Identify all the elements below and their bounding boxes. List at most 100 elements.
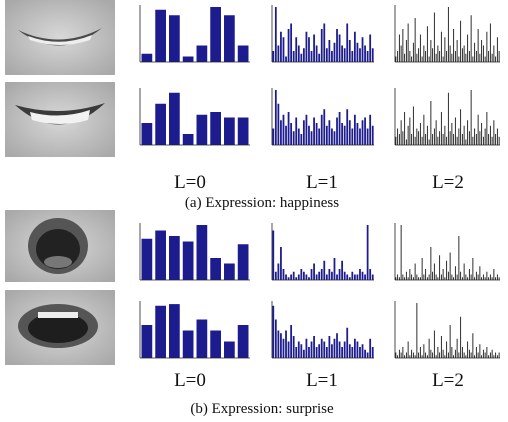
bar bbox=[413, 353, 414, 359]
bar bbox=[420, 35, 421, 63]
bar bbox=[316, 347, 318, 358]
bar bbox=[486, 272, 487, 280]
bar bbox=[224, 342, 235, 359]
bar bbox=[490, 275, 491, 281]
bar bbox=[339, 112, 341, 145]
bar bbox=[306, 32, 308, 62]
bar bbox=[331, 129, 333, 146]
bar bbox=[472, 258, 473, 280]
bar bbox=[308, 126, 310, 145]
bar bbox=[490, 24, 491, 63]
bar bbox=[341, 261, 343, 280]
bar bbox=[499, 277, 500, 280]
bar bbox=[316, 275, 318, 281]
bar bbox=[479, 131, 480, 145]
bar bbox=[321, 29, 323, 62]
bar bbox=[413, 277, 414, 280]
bar bbox=[427, 26, 428, 62]
bar bbox=[455, 118, 456, 146]
bar bbox=[434, 13, 435, 63]
bar bbox=[344, 126, 346, 145]
bar bbox=[493, 355, 494, 358]
bar bbox=[362, 272, 364, 280]
bar bbox=[437, 347, 438, 358]
bar bbox=[469, 51, 470, 62]
bar bbox=[399, 350, 400, 358]
bar bbox=[408, 277, 409, 280]
bar bbox=[300, 269, 302, 280]
bar bbox=[275, 7, 277, 62]
bar bbox=[369, 35, 371, 63]
bar bbox=[425, 134, 426, 145]
bar bbox=[483, 275, 484, 281]
level-label: L=0 bbox=[174, 172, 206, 193]
bar bbox=[169, 304, 180, 358]
bar bbox=[474, 277, 475, 280]
bar bbox=[458, 129, 459, 146]
bar bbox=[293, 51, 295, 62]
bar bbox=[483, 350, 484, 358]
bar bbox=[425, 51, 426, 62]
bar bbox=[495, 277, 496, 280]
bar bbox=[339, 35, 341, 63]
bar bbox=[457, 339, 458, 358]
bar bbox=[458, 236, 459, 280]
bar bbox=[457, 275, 458, 281]
bar bbox=[464, 46, 465, 63]
bar bbox=[476, 272, 477, 280]
bar bbox=[425, 269, 426, 280]
bar bbox=[408, 342, 409, 359]
bar bbox=[409, 269, 410, 280]
bar bbox=[293, 131, 295, 145]
bar bbox=[495, 57, 496, 63]
bar bbox=[483, 137, 484, 145]
bar bbox=[402, 29, 403, 62]
bar bbox=[369, 339, 371, 358]
bar bbox=[478, 275, 479, 281]
bar bbox=[450, 131, 451, 145]
bar bbox=[334, 339, 336, 358]
bar bbox=[448, 93, 449, 145]
bar bbox=[439, 51, 440, 62]
bar bbox=[323, 261, 325, 280]
bar bbox=[488, 134, 489, 145]
bar bbox=[367, 51, 369, 62]
bar bbox=[485, 57, 486, 63]
bar bbox=[437, 277, 438, 280]
bar bbox=[288, 112, 290, 145]
bar bbox=[436, 275, 437, 281]
bar bbox=[464, 264, 465, 281]
bar bbox=[318, 344, 320, 358]
bar bbox=[450, 46, 451, 63]
bar bbox=[183, 134, 194, 145]
bar bbox=[334, 131, 336, 145]
bar bbox=[492, 277, 493, 280]
bar bbox=[210, 112, 221, 145]
bar bbox=[354, 275, 356, 281]
bar bbox=[429, 140, 430, 146]
bar bbox=[306, 275, 308, 281]
level-label: L=0 bbox=[174, 370, 206, 391]
bar bbox=[280, 333, 282, 358]
bar bbox=[357, 342, 359, 359]
bar bbox=[472, 57, 473, 63]
bar bbox=[197, 46, 208, 63]
bar bbox=[341, 123, 343, 145]
bar bbox=[362, 344, 364, 358]
bar bbox=[295, 118, 297, 146]
bar bbox=[411, 350, 412, 358]
bar bbox=[448, 272, 449, 280]
bar bbox=[285, 126, 287, 145]
bar bbox=[359, 347, 361, 358]
bar bbox=[422, 57, 423, 63]
bar bbox=[476, 134, 477, 145]
bar bbox=[321, 339, 323, 358]
bar bbox=[492, 350, 493, 358]
bar bbox=[346, 328, 348, 358]
bar bbox=[462, 277, 463, 280]
bar bbox=[402, 131, 403, 145]
bar bbox=[395, 137, 396, 145]
bar bbox=[306, 115, 308, 145]
bar bbox=[429, 57, 430, 63]
bar bbox=[455, 51, 456, 62]
